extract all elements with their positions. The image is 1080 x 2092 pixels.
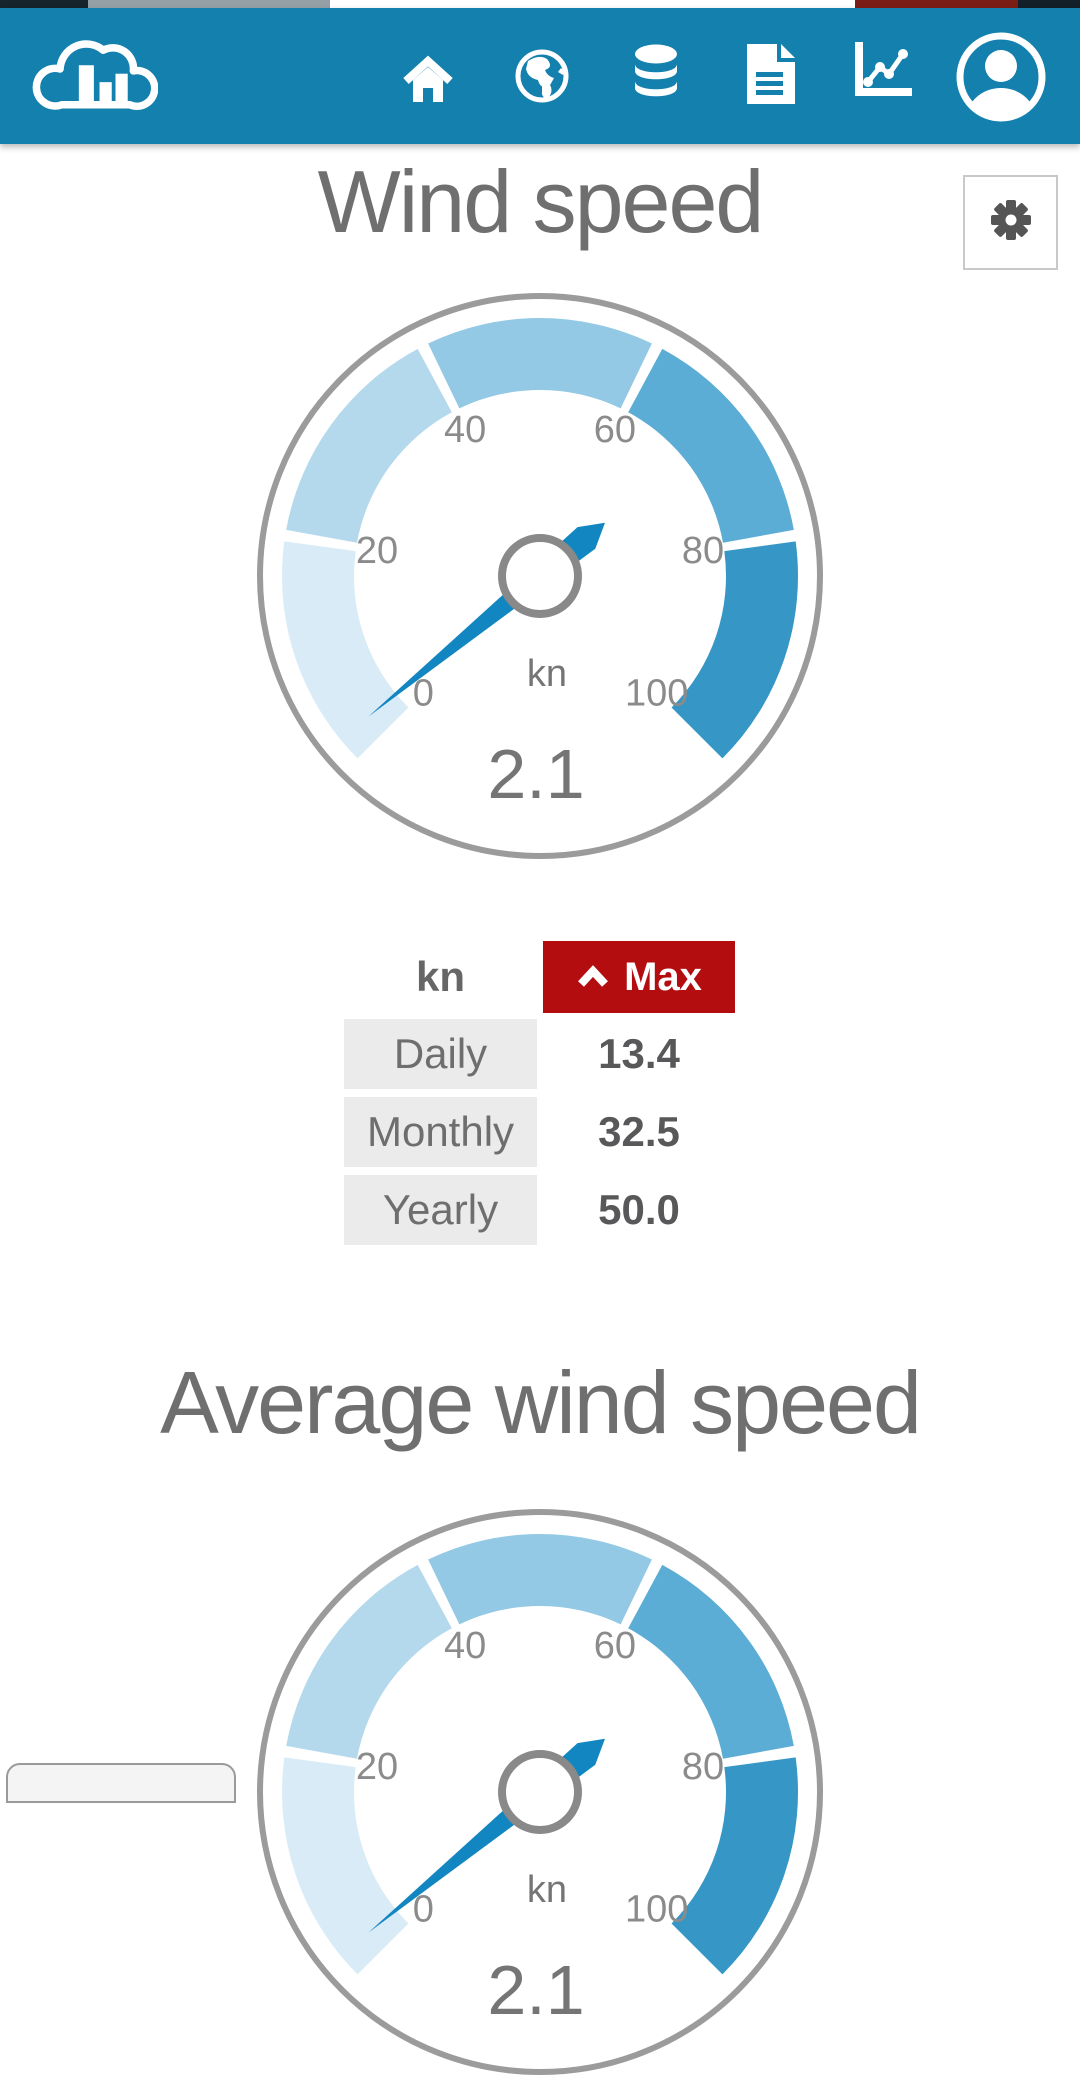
max-sort-label: Max [624,954,702,999]
gauge-band-segment [286,1564,452,1759]
gauge-hub [498,1750,582,1834]
gauge-tick-label: 100 [625,1889,688,1931]
gauge-unit-label: kn [527,653,567,695]
max-sort-header[interactable]: Max [543,941,735,1013]
gauge-value-label: 2.1 [487,735,584,813]
period-cell-daily: Daily [344,1019,537,1089]
gauge-band-segment [428,1534,652,1625]
wind-speed-title: Wind speed [317,152,765,251]
max-value-yearly: 50.0 [598,1186,680,1233]
user-avatar-icon[interactable] [956,32,1046,127]
gauge-tick-label: 20 [356,1746,398,1788]
gauge-tick-label: 100 [625,673,688,715]
globe-icon[interactable] [514,48,570,109]
gauge-band-segment [628,1564,794,1759]
partial-panel-bottom-left [6,1763,236,1803]
edge-segment [330,0,855,8]
period-cell-yearly: Yearly [344,1175,537,1245]
period-cell-monthly: Monthly [344,1097,537,1167]
edge-segment [855,0,1018,8]
gear-icon [989,198,1033,247]
edge-segment [88,0,330,8]
max-value-monthly: 32.5 [598,1108,680,1155]
max-value-daily: 13.4 [598,1030,680,1077]
gauge-tick-label: 80 [682,1746,724,1788]
app-bar [0,8,1080,144]
gauge-band-segment [282,541,409,759]
edge-segment [1018,0,1080,8]
gauge-tick-label: 60 [594,1625,636,1667]
database-icon[interactable] [633,43,679,110]
gauge-tick-label: 40 [444,1625,486,1667]
line-chart-icon[interactable] [852,40,916,105]
home-icon[interactable] [402,52,454,113]
gauge-band-segment [286,348,452,543]
gauge-tick-label: 40 [444,409,486,451]
settings-button[interactable] [963,175,1058,270]
wind-speed-gauge: 0 20 40 60 80 100 kn 2.1 [257,293,823,859]
gauge-tick-label: 0 [413,673,434,715]
table-unit-header: kn [415,953,465,1000]
gauge-hub [498,534,582,618]
gauge-band-segment [628,348,794,543]
gauge-tick-label: 60 [594,409,636,451]
gauge-unit-label: kn [527,1869,567,1911]
page-top-edge [0,0,1080,8]
gauge-band-segment [428,318,652,409]
document-icon[interactable] [743,42,799,111]
average-wind-speed-title: Average wind speed [160,1353,922,1452]
cloud-analytics-logo-icon[interactable] [26,22,159,121]
chevron-up-icon [576,955,610,1000]
gauge-band-segment [671,541,798,759]
gauge-value-label: 2.1 [487,1951,584,2029]
gauge-tick-label: 80 [682,530,724,572]
gauge-tick-label: 20 [356,530,398,572]
edge-segment [0,0,88,8]
